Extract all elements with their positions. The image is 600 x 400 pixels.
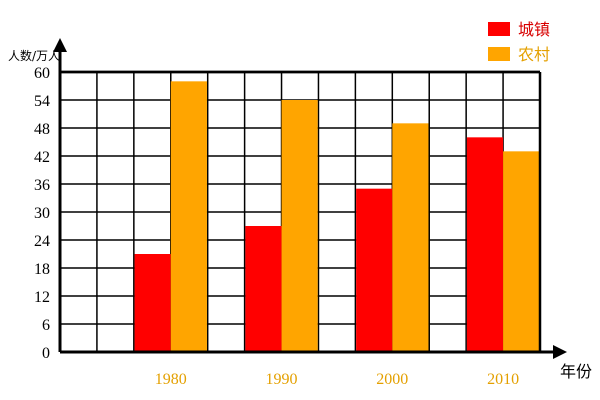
y-tick-label: 6 xyxy=(42,317,50,334)
y-axis-label: 人数/万人 xyxy=(8,48,60,63)
y-tick-label: 12 xyxy=(34,289,50,306)
bar-rural-2010 xyxy=(503,151,540,352)
legend-label-urban: 城镇 xyxy=(518,20,550,39)
bar-urban-2000 xyxy=(356,188,393,352)
labels-layer: 0 6 12 18 24 30 36 42 48 54 60 1980 1990 2000 2010 xyxy=(34,65,519,388)
y-tick-label: 36 xyxy=(34,177,50,194)
y-tick-label: 0 xyxy=(42,345,50,362)
x-category-label-1980: 1980 xyxy=(155,371,187,388)
x-category-label-2010: 2010 xyxy=(487,371,519,388)
y-tick-label: 48 xyxy=(34,121,50,138)
x-axis-label: 年份 xyxy=(560,362,592,381)
bar-urban-1980 xyxy=(134,254,171,352)
bar-urban-2010 xyxy=(466,137,504,352)
axes-layer xyxy=(53,38,567,359)
legend-swatch-urban xyxy=(488,22,510,36)
bar-urban-1990 xyxy=(245,226,282,352)
bar-rural-1980 xyxy=(170,81,207,352)
bar-rural-1990 xyxy=(281,100,318,352)
legend-label-rural: 农村 xyxy=(518,45,550,64)
y-tick-label: 54 xyxy=(34,93,50,110)
y-tick-label: 30 xyxy=(34,205,50,222)
x-category-label-1990: 1990 xyxy=(266,371,298,388)
y-tick-label: 60 xyxy=(34,65,50,82)
y-tick-label: 24 xyxy=(34,233,50,250)
y-tick-label: 18 xyxy=(34,261,50,278)
x-category-label-2000: 2000 xyxy=(376,371,408,388)
bars-layer xyxy=(134,81,540,352)
y-axis-arrow-icon xyxy=(53,38,67,52)
y-tick-label: 42 xyxy=(34,149,50,166)
legend-swatch-rural xyxy=(488,47,510,61)
bar-rural-2000 xyxy=(392,123,429,352)
x-axis-arrow-icon xyxy=(553,345,567,359)
